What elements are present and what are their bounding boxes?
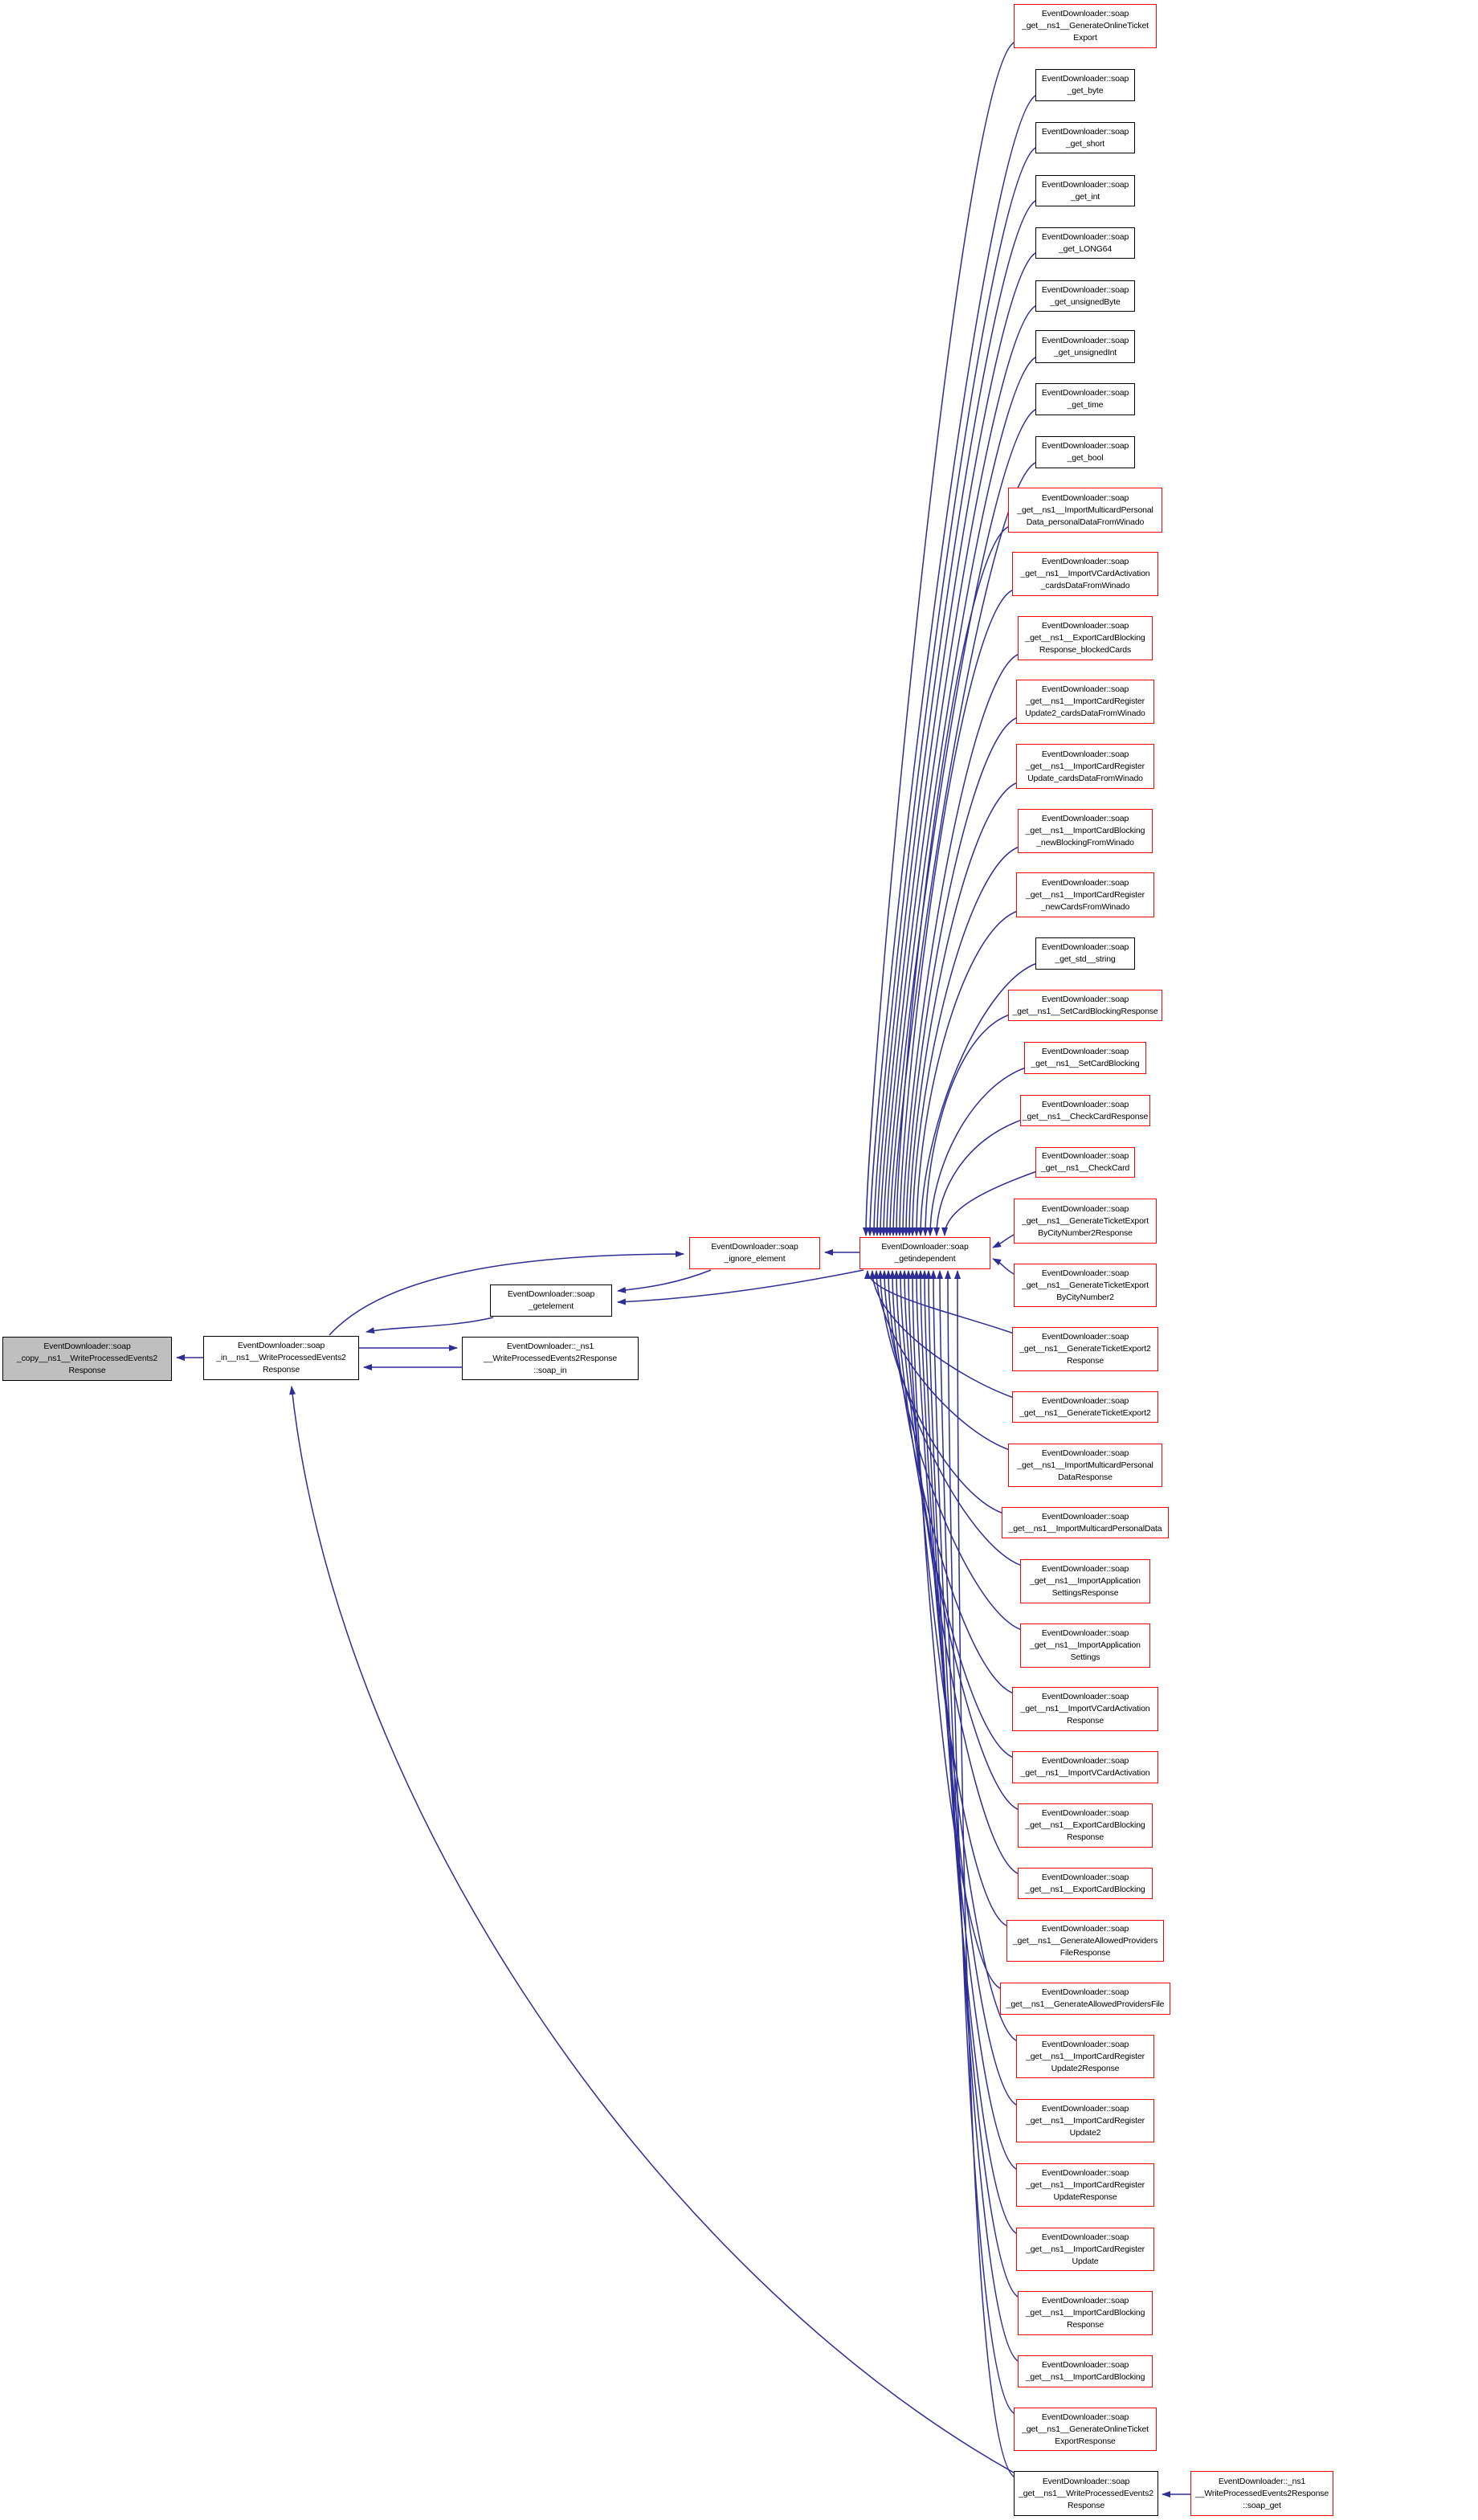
graph-node-getindependent[interactable]: EventDownloader::soap _getindependent — [859, 1237, 990, 1269]
graph-node-import-card-register-update2-response[interactable]: EventDownloader::soap _get__ns1__ImportC… — [1016, 2035, 1154, 2078]
graph-node-set-card-blocking-response[interactable]: EventDownloader::soap _get__ns1__SetCard… — [1008, 990, 1162, 1021]
graph-node-import-card-blocking[interactable]: EventDownloader::soap _get__ns1__ImportC… — [1018, 2355, 1153, 2387]
graph-node-ignore-element[interactable]: EventDownloader::soap _ignore_element — [689, 1237, 820, 1269]
graph-node-export-card-blocking-response-blocked-cards[interactable]: EventDownloader::soap _get__ns1__ExportC… — [1018, 616, 1153, 660]
graph-node-get-time[interactable]: EventDownloader::soap _get_time — [1035, 383, 1135, 415]
graph-node-get-byte[interactable]: EventDownloader::soap _get_byte — [1035, 69, 1135, 101]
graph-node-import-card-register-new-cards-from-winado[interactable]: EventDownloader::soap _get__ns1__ImportC… — [1016, 872, 1154, 917]
graph-node-export-card-blocking[interactable]: EventDownloader::soap _get__ns1__ExportC… — [1018, 1868, 1153, 1899]
graph-node-import-card-blocking-new-blocking-from-winado[interactable]: EventDownloader::soap _get__ns1__ImportC… — [1018, 809, 1153, 853]
graph-node-import-card-register-update[interactable]: EventDownloader::soap _get__ns1__ImportC… — [1016, 2228, 1154, 2271]
graph-node-member-soap-get[interactable]: EventDownloader::_ns1 __WriteProcessedEv… — [1190, 2471, 1333, 2516]
graph-node-import-card-register-update-cards-from-winado[interactable]: EventDownloader::soap _get__ns1__ImportC… — [1016, 744, 1154, 789]
graph-node-get-short[interactable]: EventDownloader::soap _get_short — [1035, 122, 1135, 153]
graph-node-import-card-register-update2-cards-from-winado[interactable]: EventDownloader::soap _get__ns1__ImportC… — [1016, 680, 1154, 724]
graph-node-import-multicard-personal-data-response[interactable]: EventDownloader::soap _get__ns1__ImportM… — [1008, 1444, 1162, 1487]
graph-node-export-card-blocking-response[interactable]: EventDownloader::soap _get__ns1__ExportC… — [1018, 1803, 1153, 1848]
graph-node-import-vcard-activation-cards-from-winado[interactable]: EventDownloader::soap _get__ns1__ImportV… — [1012, 552, 1158, 596]
graph-node-member-soap-in[interactable]: EventDownloader::_ns1 __WriteProcessedEv… — [462, 1337, 639, 1380]
graph-node-generate-ticket-export-by-city-number2[interactable]: EventDownloader::soap _get__ns1__Generat… — [1014, 1264, 1157, 1307]
graph-node-gen-online-ticket-export[interactable]: EventDownloader::soap _get__ns1__Generat… — [1014, 4, 1157, 48]
graph-node-import-vcard-activation-response[interactable]: EventDownloader::soap _get__ns1__ImportV… — [1012, 1687, 1158, 1731]
graph-node-generate-allowed-providers-file[interactable]: EventDownloader::soap _get__ns1__Generat… — [1000, 1983, 1170, 2015]
graph-node-import-multicard-personal-data[interactable]: EventDownloader::soap _get__ns1__ImportM… — [1002, 1507, 1169, 1538]
graph-node-import-card-register-update2[interactable]: EventDownloader::soap _get__ns1__ImportC… — [1016, 2099, 1154, 2142]
graph-node-import-application-settings-response[interactable]: EventDownloader::soap _get__ns1__ImportA… — [1020, 1559, 1150, 1603]
graph-node-getelement[interactable]: EventDownloader::soap _getelement — [490, 1285, 612, 1317]
graph-node-get-bool[interactable]: EventDownloader::soap _get_bool — [1035, 436, 1135, 468]
graph-node-generate-ticket-export2[interactable]: EventDownloader::soap _get__ns1__Generat… — [1012, 1391, 1158, 1423]
graph-node-check-card[interactable]: EventDownloader::soap _get__ns1__CheckCa… — [1035, 1147, 1135, 1178]
graph-node-import-multicard-personal-data-from-winado[interactable]: EventDownloader::soap _get__ns1__ImportM… — [1008, 488, 1162, 533]
graph-node-import-card-register-update-response[interactable]: EventDownloader::soap _get__ns1__ImportC… — [1016, 2163, 1154, 2207]
graph-node-soap-in[interactable]: EventDownloader::soap _in__ns1__WritePro… — [203, 1336, 359, 1380]
graph-node-get-unsigned-int[interactable]: EventDownloader::soap _get_unsignedInt — [1035, 330, 1135, 363]
graph-node-generate-allowed-providers-file-response[interactable]: EventDownloader::soap _get__ns1__Generat… — [1006, 1920, 1164, 1962]
graph-node-get-unsigned-byte[interactable]: EventDownloader::soap _get_unsignedByte — [1035, 280, 1135, 312]
graph-node-import-vcard-activation[interactable]: EventDownloader::soap _get__ns1__ImportV… — [1012, 1751, 1158, 1783]
graph-node-get-long64[interactable]: EventDownloader::soap _get_LONG64 — [1035, 227, 1135, 259]
graph-node-get-std-string[interactable]: EventDownloader::soap _get_std__string — [1035, 937, 1135, 970]
graph-node-get-write-processed-events2-response[interactable]: EventDownloader::soap _get__ns1__WritePr… — [1014, 2471, 1158, 2516]
graph-node-generate-online-ticket-export-response[interactable]: EventDownloader::soap _get__ns1__Generat… — [1014, 2408, 1157, 2451]
graph-node-generate-ticket-export2-response[interactable]: EventDownloader::soap _get__ns1__Generat… — [1012, 1327, 1158, 1371]
graph-node-import-application-settings[interactable]: EventDownloader::soap _get__ns1__ImportA… — [1020, 1624, 1150, 1668]
graph-node-set-card-blocking[interactable]: EventDownloader::soap _get__ns1__SetCard… — [1024, 1042, 1146, 1074]
graph-node-soap-copy[interactable]: EventDownloader::soap _copy__ns1__WriteP… — [2, 1337, 172, 1381]
graph-node-check-card-response[interactable]: EventDownloader::soap _get__ns1__CheckCa… — [1020, 1095, 1150, 1126]
graph-node-import-card-blocking-response[interactable]: EventDownloader::soap _get__ns1__ImportC… — [1018, 2291, 1153, 2335]
graph-node-get-int[interactable]: EventDownloader::soap _get_int — [1035, 175, 1135, 206]
graph-node-generate-ticket-export-by-city-number2-response[interactable]: EventDownloader::soap _get__ns1__Generat… — [1014, 1199, 1157, 1244]
